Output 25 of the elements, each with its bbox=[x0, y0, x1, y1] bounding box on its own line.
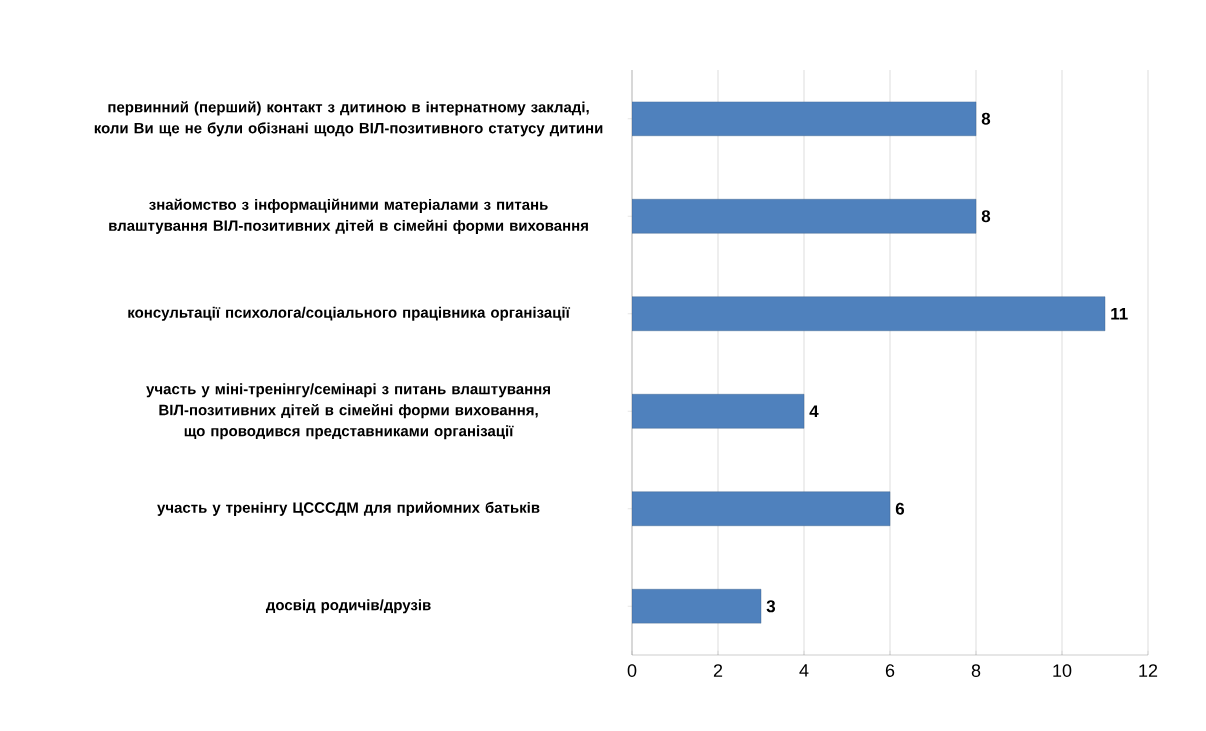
bar bbox=[632, 589, 762, 624]
x-tick-label: 4 bbox=[799, 664, 809, 677]
x-tick-label: 2 bbox=[713, 664, 723, 677]
data-label: 8 bbox=[981, 210, 991, 223]
y-tick-label: участь у тренінгу ЦСССДМ для прийомних батьків bbox=[157, 501, 540, 516]
bar bbox=[632, 491, 891, 526]
bar bbox=[632, 296, 1106, 331]
y-tick-label: участь у міні-тренінгу/семінарі з питань влаштування ВІЛ-позитивних дітей в сімейні форми виховання, що проводився представниками організації bbox=[146, 383, 550, 440]
x-tick-label: 6 bbox=[885, 664, 895, 677]
data-label: 3 bbox=[766, 600, 776, 613]
y-tick-label: досвід родичів/друзів bbox=[265, 599, 431, 614]
data-label: 11 bbox=[1111, 307, 1128, 320]
x-tick-label: 0 bbox=[627, 664, 637, 677]
x-tick-label: 12 bbox=[1139, 664, 1158, 677]
y-tick-label: консультації психолога/соціального працівника організації bbox=[128, 306, 571, 321]
bar bbox=[632, 101, 977, 136]
bar bbox=[632, 199, 977, 234]
data-label: 4 bbox=[809, 405, 819, 418]
y-tick-label: первинний (перший) контакт з дитиною в інтернатному закладі, коли Ви ще не були обізнані щодо ВІЛ-позитивного статусу дитини bbox=[94, 101, 603, 137]
data-label: 8 bbox=[981, 112, 991, 125]
bar bbox=[632, 394, 805, 429]
y-tick-label: знайомство з інформаційними матеріалами з питань влаштування ВІЛ-позитивних дітей в сімейні форми виховання bbox=[109, 198, 588, 234]
x-tick-label: 10 bbox=[1053, 664, 1072, 677]
data-label: 6 bbox=[895, 502, 905, 515]
x-tick-label: 8 bbox=[971, 664, 981, 677]
